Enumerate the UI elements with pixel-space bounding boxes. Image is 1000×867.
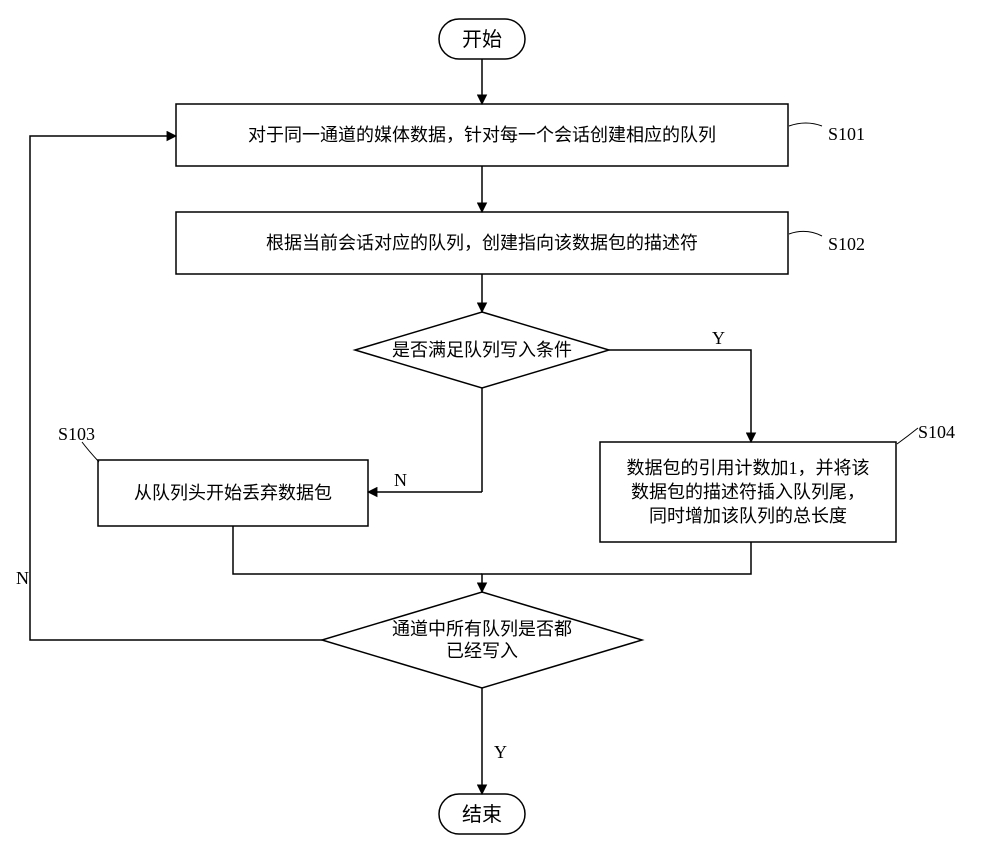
edge-d1-y-label: Y xyxy=(712,328,725,348)
s103-label: S103 xyxy=(58,424,95,444)
edge-s104-d2 xyxy=(482,542,751,592)
svg-text:是否满足队列写入条件: 是否满足队列写入条件 xyxy=(392,340,572,360)
s101-connector xyxy=(789,123,822,126)
start-node: 开始 xyxy=(439,19,525,59)
edge-d2-y-label: Y xyxy=(494,742,507,762)
s103-connector xyxy=(82,442,99,462)
svg-text:开始: 开始 xyxy=(462,28,502,51)
edge-d1-s104 xyxy=(609,350,751,442)
d1-decision: 是否满足队列写入条件 xyxy=(355,312,609,388)
svg-text:已经写入: 已经写入 xyxy=(446,641,518,661)
d2-decision: 通道中所有队列是否都已经写入 xyxy=(322,592,642,688)
end-node: 结束 xyxy=(439,794,525,834)
svg-text:对于同一通道的媒体数据，针对每一个会话创建相应的队列: 对于同一通道的媒体数据，针对每一个会话创建相应的队列 xyxy=(248,125,716,145)
s104-box: 数据包的引用计数加1，并将该数据包的描述符插入队列尾， 同时增加该队列的总长度 xyxy=(600,442,896,542)
svg-text:根据当前会话对应的队列，创建指向该数据包的描述符: 根据当前会话对应的队列，创建指向该数据包的描述符 xyxy=(266,233,698,253)
edge-d1-n-label: N xyxy=(394,470,407,490)
s101-label: S101 xyxy=(828,124,865,144)
svg-text:通道中所有队列是否都: 通道中所有队列是否都 xyxy=(392,619,572,639)
s102-connector xyxy=(789,231,822,236)
svg-text:数据包的引用计数加1，并将该: 数据包的引用计数加1，并将该 xyxy=(627,458,870,478)
svg-text:数据包的描述符插入队列尾，: 数据包的描述符插入队列尾， xyxy=(631,482,865,502)
s103-box: 从队列头开始丢弃数据包 xyxy=(98,460,368,526)
edge-s103-merge xyxy=(233,526,482,574)
s102-box: 根据当前会话对应的队列，创建指向该数据包的描述符 xyxy=(176,212,788,274)
s102-label: S102 xyxy=(828,234,865,254)
svg-text:从队列头开始丢弃数据包: 从队列头开始丢弃数据包 xyxy=(134,483,332,503)
s104-label: S104 xyxy=(918,422,955,442)
s104-connector xyxy=(897,428,918,444)
s101-box: 对于同一通道的媒体数据，针对每一个会话创建相应的队列 xyxy=(176,104,788,166)
edge-d2-n-label: N xyxy=(16,568,29,588)
svg-text:同时增加该队列的总长度: 同时增加该队列的总长度 xyxy=(649,506,847,526)
svg-text:结束: 结束 xyxy=(462,803,502,826)
